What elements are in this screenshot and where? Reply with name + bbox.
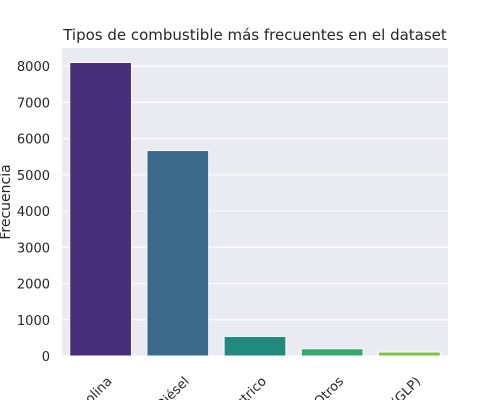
x-tick-label: solina (78, 374, 116, 400)
x-axis-ticks: solina Diésel éctrico Otros (GLP) (78, 374, 424, 400)
y-tick-label: 6000 (17, 133, 50, 148)
x-tick-label: éctrico (228, 374, 270, 400)
bar (146, 150, 210, 357)
y-tick-label: 2000 (17, 278, 50, 293)
y-tick-label: 0 (42, 350, 50, 365)
y-tick-label: 4000 (17, 205, 50, 220)
bar (69, 61, 132, 357)
bar (300, 348, 364, 357)
y-tick-label: 7000 (17, 96, 50, 111)
bar (378, 351, 441, 357)
y-tick-label: 3000 (17, 241, 50, 256)
y-axis-ticks: 0 1000 2000 3000 4000 5000 6000 7000 8000 (17, 60, 50, 365)
x-tick-label: Diésel (154, 374, 193, 400)
y-tick-label: 1000 (17, 314, 50, 329)
bars (69, 61, 441, 357)
y-tick-label: 8000 (17, 60, 50, 75)
y-tick-label: 5000 (17, 169, 50, 184)
y-axis-label: Frecuencia (0, 164, 14, 239)
bar (223, 335, 287, 357)
x-tick-label: Otros (312, 374, 348, 400)
x-tick-label: (GLP) (389, 374, 425, 400)
chart-title: Tipos de combustible más frecuentes en e… (62, 26, 447, 44)
